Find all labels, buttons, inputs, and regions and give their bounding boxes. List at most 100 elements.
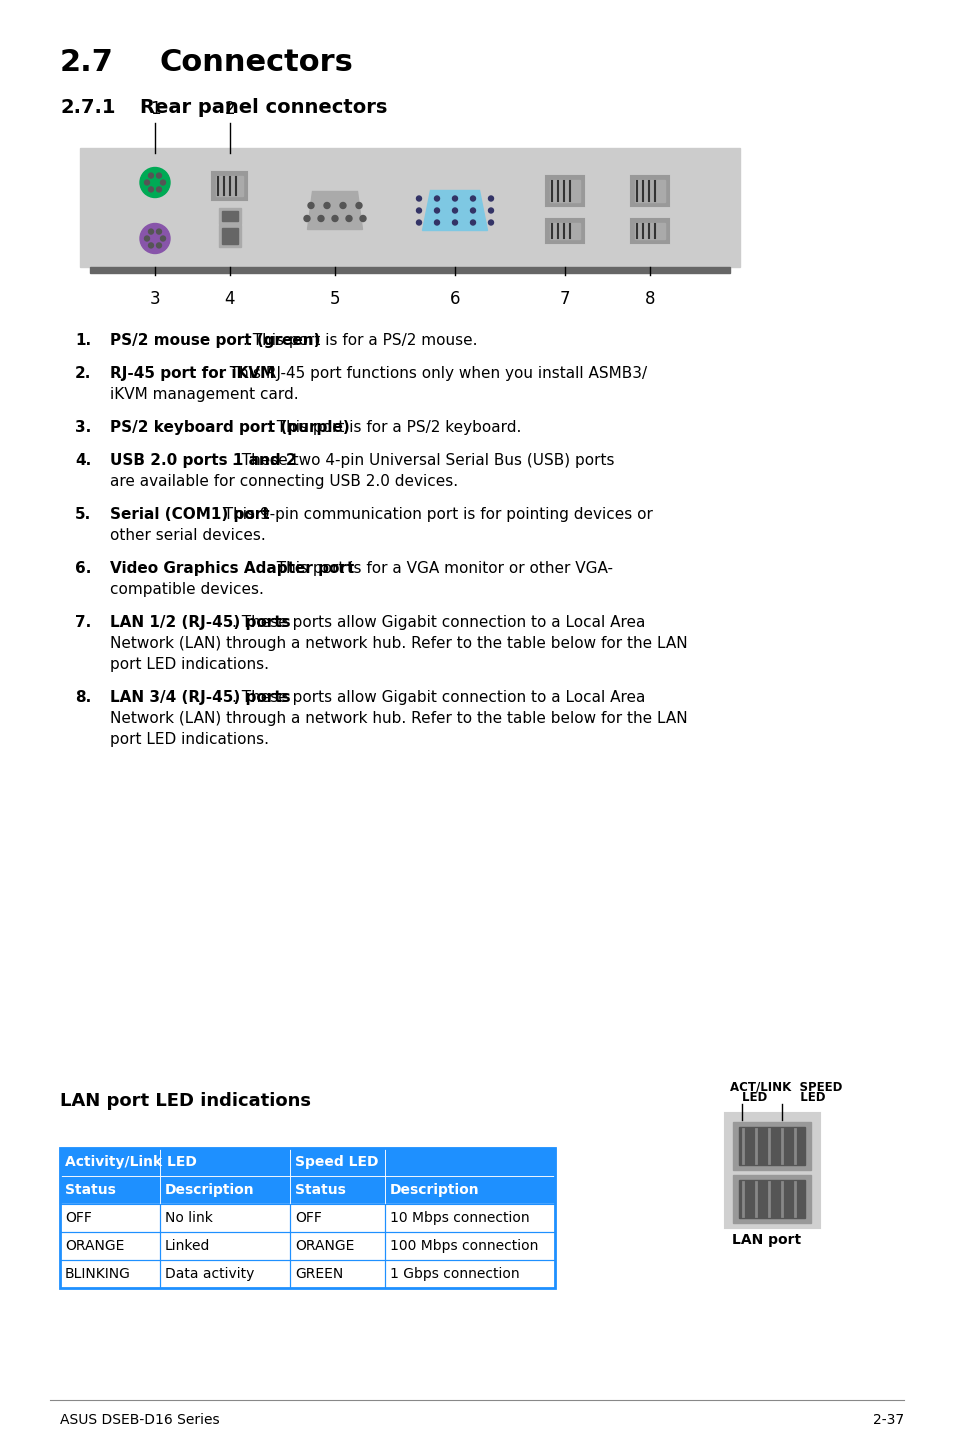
Bar xyxy=(724,1113,820,1228)
Bar xyxy=(160,1176,290,1204)
Circle shape xyxy=(470,220,475,224)
Text: . This port is for a VGA monitor or other VGA-: . This port is for a VGA monitor or othe… xyxy=(266,561,612,577)
Text: 4: 4 xyxy=(225,290,235,308)
Text: Serial (COM1) port: Serial (COM1) port xyxy=(110,508,270,522)
Circle shape xyxy=(149,243,153,247)
Bar xyxy=(160,1204,290,1232)
Text: . This RJ-45 port functions only when you install ASMB3/: . This RJ-45 port functions only when yo… xyxy=(220,367,646,381)
Bar xyxy=(290,1176,385,1204)
Text: PS/2 mouse port (green): PS/2 mouse port (green) xyxy=(110,334,320,348)
Bar xyxy=(60,1260,160,1288)
Bar xyxy=(160,1232,290,1260)
Bar xyxy=(90,267,729,273)
Text: 5: 5 xyxy=(330,290,340,308)
Bar xyxy=(60,1176,160,1204)
Circle shape xyxy=(137,164,172,200)
Circle shape xyxy=(452,196,457,201)
Bar xyxy=(60,1260,160,1288)
Circle shape xyxy=(470,209,475,213)
Text: No link: No link xyxy=(165,1211,213,1225)
Bar xyxy=(160,1148,290,1176)
Bar xyxy=(290,1176,385,1204)
Circle shape xyxy=(488,220,493,224)
Text: Status: Status xyxy=(294,1183,346,1196)
Text: OFF: OFF xyxy=(65,1211,91,1225)
Circle shape xyxy=(416,209,421,213)
Text: port LED indications.: port LED indications. xyxy=(110,657,269,672)
Bar xyxy=(219,224,241,246)
Bar xyxy=(60,1176,160,1204)
Circle shape xyxy=(434,209,439,213)
Circle shape xyxy=(317,216,324,221)
Text: 1 Gbps connection: 1 Gbps connection xyxy=(390,1267,519,1281)
Bar xyxy=(160,1204,290,1232)
Text: are available for connecting USB 2.0 devices.: are available for connecting USB 2.0 dev… xyxy=(110,475,457,489)
Bar xyxy=(739,1181,804,1218)
Bar xyxy=(160,1176,290,1204)
Bar xyxy=(290,1232,385,1260)
Bar xyxy=(60,1148,160,1176)
Text: LAN 3/4 (RJ-45) ports: LAN 3/4 (RJ-45) ports xyxy=(110,690,291,705)
Bar xyxy=(80,148,740,267)
Bar xyxy=(160,1260,290,1288)
Circle shape xyxy=(149,229,153,234)
Bar xyxy=(290,1232,385,1260)
Circle shape xyxy=(140,167,170,197)
Text: Video Graphics Adapter port: Video Graphics Adapter port xyxy=(110,561,354,577)
Bar xyxy=(290,1260,385,1288)
Text: ORANGE: ORANGE xyxy=(294,1240,354,1252)
Circle shape xyxy=(346,216,352,221)
Text: 2.: 2. xyxy=(75,367,91,381)
Text: 8.: 8. xyxy=(75,690,91,705)
Bar xyxy=(630,175,668,206)
Text: BLINKING: BLINKING xyxy=(65,1267,131,1281)
Circle shape xyxy=(434,220,439,224)
Text: ACT/LINK  SPEED: ACT/LINK SPEED xyxy=(729,1080,841,1093)
Bar xyxy=(385,1260,555,1288)
Circle shape xyxy=(470,196,475,201)
Circle shape xyxy=(156,243,161,247)
Text: 10 Mbps connection: 10 Mbps connection xyxy=(390,1211,529,1225)
Bar xyxy=(160,1260,290,1288)
Circle shape xyxy=(488,209,493,213)
Circle shape xyxy=(144,236,150,242)
Bar xyxy=(385,1204,555,1232)
Circle shape xyxy=(156,229,161,234)
Text: Rear panel connectors: Rear panel connectors xyxy=(140,98,387,116)
Circle shape xyxy=(416,220,421,224)
Text: 7: 7 xyxy=(559,290,570,308)
Text: USB 2.0 ports 1 and 2: USB 2.0 ports 1 and 2 xyxy=(110,453,296,467)
Text: Description: Description xyxy=(390,1183,479,1196)
Circle shape xyxy=(144,180,150,186)
Text: GREEN: GREEN xyxy=(294,1267,343,1281)
Bar xyxy=(385,1260,555,1288)
Bar xyxy=(739,1127,804,1165)
Circle shape xyxy=(452,220,457,224)
Bar xyxy=(290,1204,385,1232)
Text: iKVM management card.: iKVM management card. xyxy=(110,387,298,403)
Circle shape xyxy=(149,187,153,191)
Text: 6.: 6. xyxy=(75,561,91,577)
Text: 1.: 1. xyxy=(75,334,91,348)
Bar xyxy=(60,1204,160,1232)
Text: Activity/Link LED: Activity/Link LED xyxy=(65,1155,196,1169)
Text: LAN port: LAN port xyxy=(732,1232,801,1247)
Bar xyxy=(290,1260,385,1288)
Text: compatible devices.: compatible devices. xyxy=(110,582,264,597)
Text: 3: 3 xyxy=(150,290,160,308)
Text: 7.: 7. xyxy=(75,615,91,630)
Text: 3.: 3. xyxy=(75,420,91,436)
Bar xyxy=(290,1148,385,1176)
Text: 2.7: 2.7 xyxy=(60,47,113,78)
Bar xyxy=(550,180,579,201)
Bar xyxy=(60,1232,160,1260)
Bar xyxy=(385,1176,555,1204)
Bar xyxy=(290,1148,385,1176)
Circle shape xyxy=(156,173,161,178)
Circle shape xyxy=(452,209,457,213)
Text: LAN port LED indications: LAN port LED indications xyxy=(60,1091,311,1110)
Bar xyxy=(385,1176,555,1204)
Text: other serial devices.: other serial devices. xyxy=(110,528,266,544)
Bar xyxy=(385,1232,555,1260)
Bar xyxy=(160,1148,290,1176)
